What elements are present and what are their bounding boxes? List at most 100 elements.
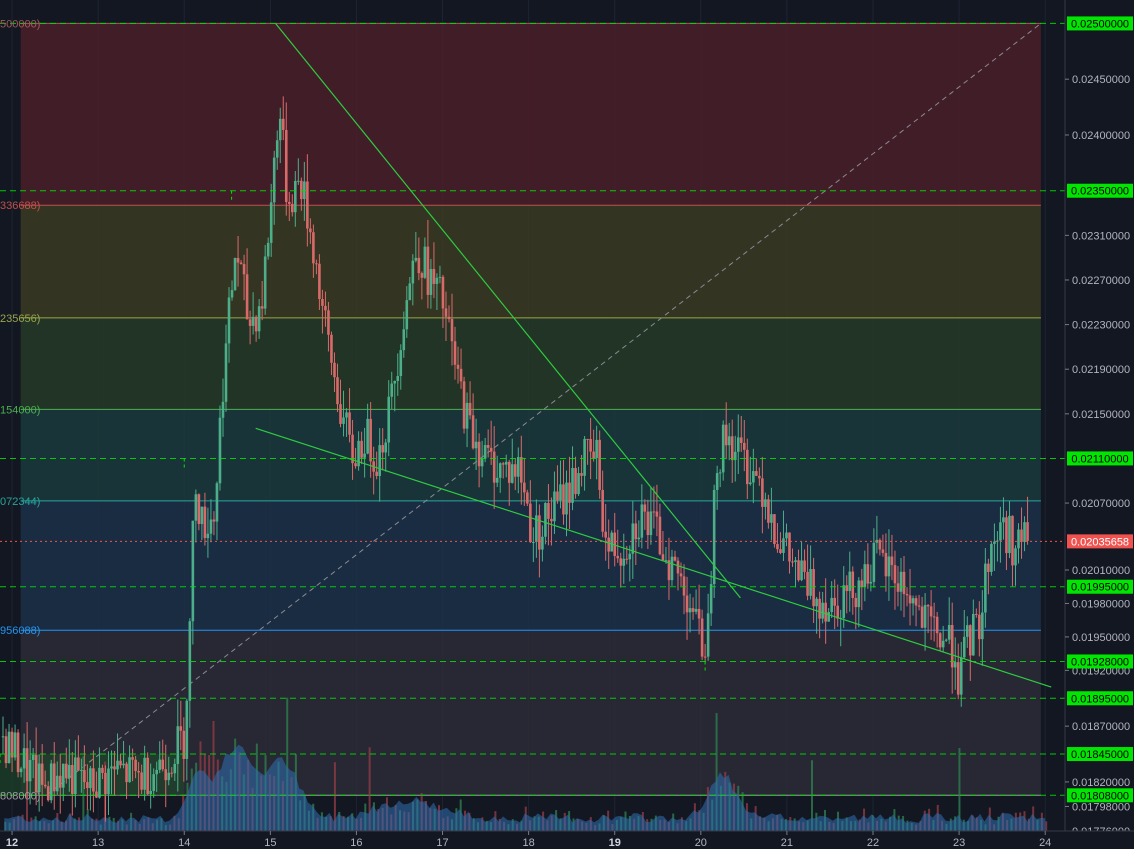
candle-body [134,759,137,771]
candle-body [604,531,607,538]
candle-body [953,662,957,668]
candle-body [553,491,556,522]
candle-body [107,768,110,795]
candle-body [959,657,963,695]
candle-body [31,754,35,760]
candle-body [607,537,610,552]
candle-body [248,319,252,326]
candle-body [318,263,321,300]
candle-body [227,297,231,344]
y-tick-label: 0.02310000 [1072,230,1130,242]
candle-body [263,256,267,309]
candle-body [351,434,354,464]
candle-body [516,457,520,477]
candle-body [146,757,149,795]
candle-body [287,201,291,204]
candle-body [742,442,746,450]
candle-body [4,736,8,764]
candle-body [987,563,990,572]
candle-body [884,552,888,577]
candle-body [297,180,300,182]
candle-body [209,519,213,534]
candle-body [333,362,336,378]
candle-body [7,731,11,764]
candle-body [348,412,351,435]
candle-body [739,437,743,443]
candle-body [1026,522,1029,541]
candle-body [501,463,505,465]
candle-body [824,602,827,622]
candle-body [257,306,261,332]
y-tick-label: 0.02270000 [1072,275,1130,287]
last-price-label: 0.02035658 [1071,536,1129,548]
candle-body [752,471,755,483]
candle-body [1002,517,1005,523]
candle-body [77,757,80,771]
candle-body [842,585,846,619]
candle-body [58,775,62,788]
candle-body [535,515,538,543]
candle-body [523,482,526,493]
candle-body [869,581,873,584]
candle-body [131,757,134,760]
candle-body [104,772,107,795]
candle-body [905,594,909,596]
candle-body [116,760,119,770]
candle-body [143,757,146,790]
candle-body [161,759,165,770]
candle-body [589,439,592,452]
candle-body [95,791,98,798]
candle-body [736,437,740,452]
candle-body [996,540,999,542]
candle-body [16,732,20,773]
candle-body [49,763,53,801]
candle-body [887,556,891,577]
y-tick-label: 0.01950000 [1072,632,1130,644]
candle-body [408,283,412,301]
candle-body [658,516,662,555]
candle-body [411,260,415,284]
candle-body [999,522,1002,541]
x-tick-label: 17 [436,837,448,849]
candle-body [420,273,424,278]
candle-body [152,774,155,791]
candle-body [1014,548,1017,566]
candle-body [191,520,195,622]
candle-body [679,573,683,577]
candle-body [10,731,14,758]
candle-body [230,290,234,298]
x-tick-label: 14 [178,837,190,849]
candle-body [342,417,345,424]
candle-body [972,613,975,656]
trendline [275,23,741,599]
candle-body [339,404,342,424]
x-tick-label: 18 [523,837,535,849]
candle-body [721,424,725,473]
candle-body [559,484,562,501]
candle-body [92,768,95,792]
candle-body [242,264,246,275]
candle-body [155,769,158,775]
candle-body [682,576,686,596]
candle-body [438,276,442,278]
candle-body [176,726,180,764]
candle-body [782,538,785,553]
y-tick-label: 0.02010000 [1072,565,1130,577]
candle-body [170,772,174,774]
candle-body [956,662,960,695]
candle-body [761,478,764,507]
candle-body [845,585,849,592]
candle-body [480,458,484,467]
candle-body [128,757,131,783]
candle-body [414,257,418,261]
candle-body [278,118,282,141]
candle-body [770,514,773,523]
candle-body [703,656,707,658]
candle-body [580,473,583,476]
candle-body [462,381,466,429]
candle-body [64,763,68,779]
candle-body [944,639,948,641]
y-axis-panel [1065,0,1134,849]
candle-body [628,553,632,560]
